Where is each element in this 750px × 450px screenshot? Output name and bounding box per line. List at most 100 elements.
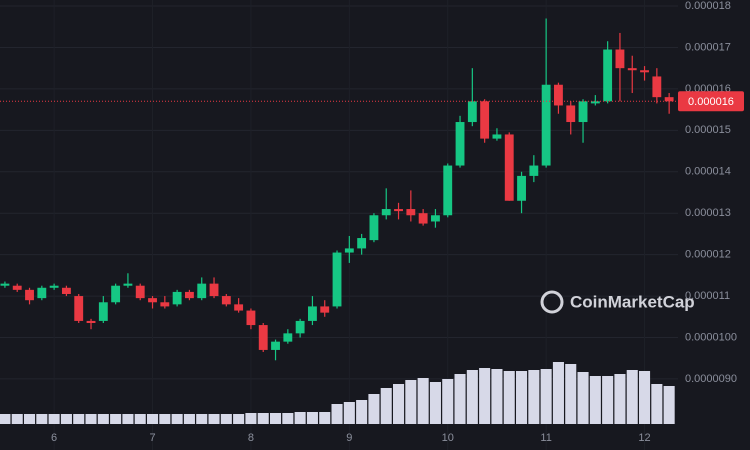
candle-body — [590, 101, 600, 104]
candle-body — [406, 209, 416, 216]
volume-bar — [48, 414, 60, 424]
volume-bar — [380, 388, 392, 424]
x-tick-label: 11 — [540, 432, 551, 444]
candle-body — [184, 291, 194, 299]
volume-bar — [503, 371, 515, 424]
volume-bar — [159, 414, 171, 424]
candle-body — [566, 105, 576, 123]
volume-bar — [306, 412, 318, 424]
x-tick-label: 9 — [346, 432, 352, 444]
candle-body — [295, 320, 305, 334]
volume-bar — [429, 382, 441, 424]
y-tick-label: 0.000017 — [685, 41, 731, 53]
candle-body — [221, 296, 231, 305]
candle-body — [25, 289, 34, 301]
x-tick-label: 8 — [248, 432, 254, 444]
volume-bar — [257, 413, 269, 424]
x-tick-label: 6 — [51, 432, 57, 444]
volume-bar — [331, 404, 343, 424]
y-tick-label: 0.000013 — [685, 207, 731, 219]
volume-bar — [479, 368, 491, 424]
volume-bar — [0, 414, 11, 424]
volume-bar — [528, 370, 540, 424]
candle-body — [467, 101, 477, 123]
volume-bar — [405, 380, 417, 424]
candle-body — [492, 134, 502, 139]
volume-bar — [294, 412, 306, 424]
candle-body — [627, 68, 637, 71]
candle-body — [123, 283, 133, 286]
volume-bar — [122, 414, 134, 424]
candle-body — [578, 101, 588, 123]
volume-bar — [540, 369, 552, 424]
volume-bar — [392, 384, 405, 424]
candle-body — [246, 310, 256, 326]
volume-bar — [171, 414, 183, 424]
last-price-label: 0.000016 — [688, 96, 734, 108]
volume-bar — [442, 379, 454, 424]
volume-bar — [97, 414, 109, 424]
volume-bar — [589, 376, 601, 424]
volume-bar — [73, 414, 85, 424]
volume-bar — [196, 414, 208, 424]
y-tick-label: 0.000018 — [685, 0, 731, 12]
candle-body — [357, 238, 367, 249]
y-tick-label: 0.0000100 — [685, 331, 737, 343]
volume-bar — [319, 412, 331, 424]
candle-body — [529, 165, 539, 176]
volume-bar — [466, 370, 478, 424]
volume-bar — [663, 386, 675, 424]
candle-body — [234, 304, 244, 311]
volume-bar — [85, 414, 97, 424]
candle-body — [37, 287, 47, 299]
candle-body — [664, 97, 674, 102]
candle-body — [320, 306, 330, 313]
candle-body — [111, 285, 121, 303]
candle-body — [308, 306, 317, 321]
candle-body — [443, 165, 453, 216]
y-tick-label: 0.000014 — [685, 166, 731, 178]
candle-body — [61, 287, 71, 294]
x-tick-label: 10 — [442, 432, 454, 444]
candle-body — [640, 70, 649, 73]
volume-bar — [245, 413, 257, 424]
volume-bar — [220, 414, 232, 424]
candle-body — [0, 283, 10, 286]
candle-body — [332, 252, 342, 307]
y-tick-label: 0.000015 — [685, 124, 731, 136]
y-tick-label: 0.000011 — [685, 290, 730, 302]
candle-body — [160, 302, 170, 307]
volume-bar — [146, 414, 159, 424]
volume-bar — [11, 414, 23, 424]
candle-body — [86, 320, 96, 323]
candle-body — [344, 248, 354, 253]
candle-body — [135, 285, 145, 299]
volume-bar — [233, 414, 245, 424]
volume-bar — [639, 371, 651, 424]
candle-body — [209, 283, 219, 297]
volume-bar — [491, 369, 503, 424]
candle-body — [271, 341, 280, 350]
volume-bar — [183, 414, 195, 424]
candle-body — [148, 298, 157, 303]
volume-bar — [602, 376, 614, 424]
candle-body — [652, 76, 662, 98]
volume-bar — [60, 414, 72, 424]
x-tick-label: 7 — [149, 432, 155, 444]
candle-body — [12, 285, 22, 290]
volume-bar — [368, 394, 380, 424]
candle-body — [197, 283, 207, 299]
volume-bar — [356, 400, 368, 424]
candle-body — [49, 285, 59, 288]
volume-bar — [23, 414, 36, 424]
volume-bar — [282, 413, 294, 424]
candle-body — [541, 84, 551, 166]
candle-body — [394, 209, 403, 212]
volume-bar — [417, 378, 429, 424]
y-tick-label: 0.0000090 — [685, 373, 737, 385]
candle-body — [283, 333, 293, 342]
volume-bar — [208, 414, 220, 424]
candle-body — [74, 296, 84, 321]
volume-bar — [577, 372, 589, 424]
last-price-box — [678, 91, 744, 112]
